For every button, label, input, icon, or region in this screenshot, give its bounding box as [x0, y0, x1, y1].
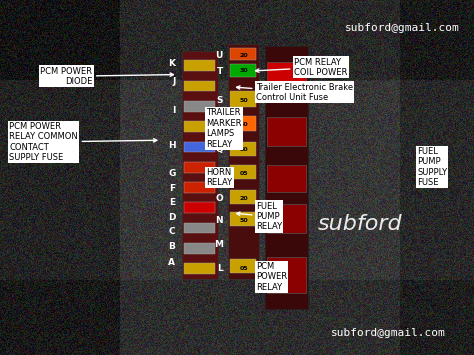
Text: 05: 05	[240, 171, 248, 176]
Text: U: U	[215, 50, 223, 60]
Bar	[230, 190, 256, 204]
Text: S: S	[216, 95, 223, 105]
Bar	[230, 142, 256, 156]
Bar	[230, 64, 256, 77]
Text: FUEL
PUMP
RELAY: FUEL PUMP RELAY	[237, 202, 282, 231]
Bar	[184, 223, 215, 234]
Text: L: L	[217, 263, 223, 273]
Text: PCM
POWER
RELAY: PCM POWER RELAY	[256, 262, 287, 292]
Text: TRAILER
MARKER
LAMPS
RELAY: TRAILER MARKER LAMPS RELAY	[206, 108, 242, 149]
Bar	[228, 44, 259, 279]
Text: PCM RELAY
COIL POWER: PCM RELAY COIL POWER	[255, 58, 347, 77]
Text: 30: 30	[240, 69, 248, 73]
Text: 50: 50	[240, 98, 248, 103]
Text: 20: 20	[240, 196, 248, 201]
Bar	[182, 51, 218, 279]
Text: HORN
RELAY: HORN RELAY	[206, 168, 232, 187]
Text: 05: 05	[240, 266, 248, 271]
Bar	[230, 165, 256, 179]
Text: 20: 20	[240, 53, 248, 58]
Bar	[230, 259, 256, 273]
Text: 30: 30	[240, 147, 248, 152]
Text: K: K	[168, 59, 175, 69]
Bar	[230, 91, 256, 106]
Bar	[184, 162, 215, 173]
Text: A: A	[168, 258, 175, 267]
Text: C: C	[169, 227, 175, 236]
Text: P: P	[216, 169, 223, 179]
Text: D: D	[168, 213, 175, 222]
Text: FUEL
PUMP
SUPPLY
FUSE: FUEL PUMP SUPPLY FUSE	[417, 147, 447, 187]
Text: subford@gmail.com: subford@gmail.com	[345, 23, 460, 33]
Text: Q: Q	[215, 145, 223, 154]
Text: J: J	[172, 77, 175, 86]
Bar	[230, 116, 256, 131]
Bar	[265, 46, 308, 309]
Text: E: E	[169, 198, 175, 207]
Text: T: T	[217, 66, 223, 76]
Text: B: B	[168, 242, 175, 251]
Text: Trailer Electronic Brake
Control Unit Fuse: Trailer Electronic Brake Control Unit Fu…	[237, 83, 353, 102]
Text: G: G	[168, 169, 175, 179]
Bar	[184, 202, 215, 213]
Bar	[230, 212, 256, 226]
Bar	[267, 257, 306, 293]
Bar	[184, 142, 215, 152]
Text: subford@gmail.com: subford@gmail.com	[331, 328, 446, 338]
Text: PCM POWER
RELAY COMMON
CONTACT
SUPPLY FUSE: PCM POWER RELAY COMMON CONTACT SUPPLY FU…	[9, 122, 157, 162]
Text: 40: 40	[240, 122, 248, 127]
Text: subford: subford	[318, 214, 402, 234]
Bar	[184, 182, 215, 193]
Text: H: H	[168, 141, 175, 150]
Text: 50: 50	[240, 218, 248, 223]
Bar	[267, 117, 306, 146]
Text: O: O	[215, 194, 223, 203]
Bar	[184, 121, 215, 132]
Bar	[184, 81, 215, 91]
Text: I: I	[172, 105, 175, 115]
Text: M: M	[214, 240, 223, 250]
Text: F: F	[169, 184, 175, 193]
Bar	[267, 165, 306, 192]
Text: R: R	[216, 120, 223, 130]
Bar	[267, 62, 306, 85]
Bar	[184, 60, 215, 71]
Bar	[230, 48, 256, 60]
Bar	[184, 101, 215, 111]
Bar	[184, 243, 215, 254]
Text: N: N	[215, 216, 223, 225]
Bar	[267, 204, 306, 233]
Bar	[184, 263, 215, 274]
Text: PCM POWER
DIODE: PCM POWER DIODE	[40, 67, 173, 86]
